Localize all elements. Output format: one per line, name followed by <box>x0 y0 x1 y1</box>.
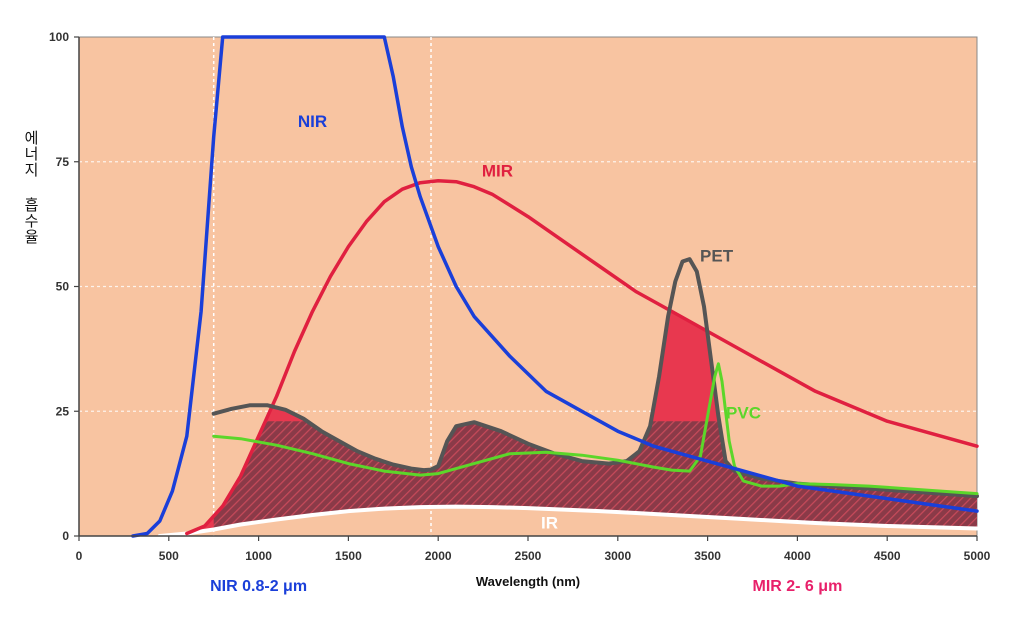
range-label: MIR 2- 6 μm <box>752 578 842 595</box>
x-tick-label: 5000 <box>964 549 991 563</box>
y-axis-label: 에너지 흡수율 <box>22 130 40 245</box>
series-label-nir: NIR <box>298 112 327 131</box>
series-label-ir: IR <box>541 514 558 533</box>
y-tick-label: 0 <box>62 529 69 543</box>
y-tick-label: 50 <box>56 280 70 294</box>
series-label-pvc: PVC <box>726 404 761 423</box>
x-axis-label: Wavelength (nm) <box>476 574 580 589</box>
x-tick-label: 2000 <box>425 549 452 563</box>
series-line-pet <box>211 257 979 499</box>
x-tick-label: 1500 <box>335 549 362 563</box>
series-line-nir <box>131 35 979 538</box>
series-line-ir <box>157 504 979 538</box>
x-tick-label: 2500 <box>515 549 542 563</box>
x-tick-label: 4500 <box>874 549 901 563</box>
series-line-mir <box>185 178 979 536</box>
y-tick-label: 100 <box>49 30 69 44</box>
range-label: NIR 0.8-2 μm <box>210 578 307 595</box>
y-tick-label: 75 <box>56 155 70 169</box>
series-label-mir: MIR <box>482 162 513 181</box>
x-tick-label: 1000 <box>245 549 272 563</box>
hatched-region <box>213 421 977 530</box>
x-tick-label: 0 <box>76 549 83 563</box>
x-tick-label: 500 <box>159 549 179 563</box>
series-label-pet: PET <box>700 247 734 266</box>
x-tick-label: 3000 <box>604 549 631 563</box>
x-tick-label: 3500 <box>694 549 721 563</box>
y-tick-label: 25 <box>56 404 70 418</box>
x-tick-label: 4000 <box>784 549 811 563</box>
